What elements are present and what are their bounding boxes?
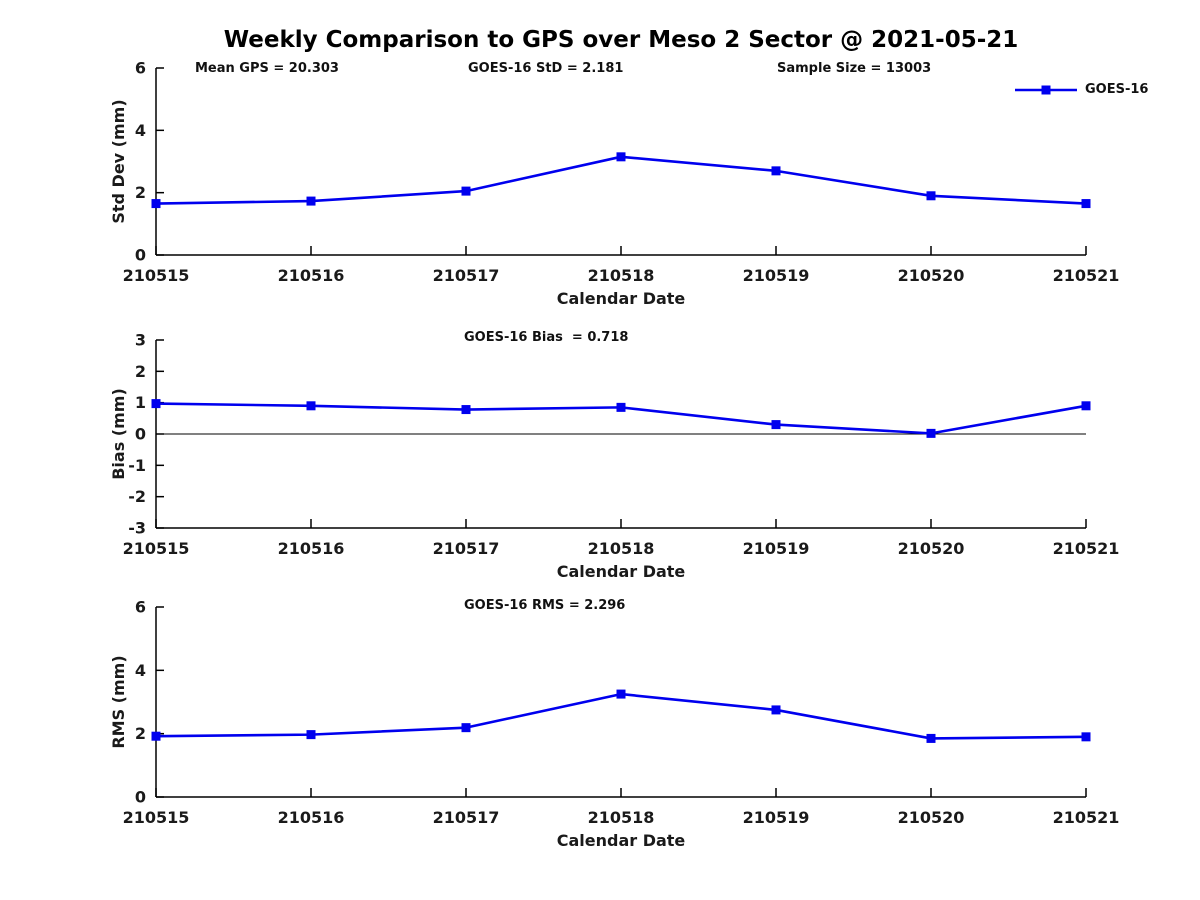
data-point-marker xyxy=(771,420,781,430)
figure-title: Weekly Comparison to GPS over Meso 2 Sec… xyxy=(223,27,1019,53)
data-line xyxy=(155,692,1087,740)
annotation-sample-size: Sample Size = 13003 xyxy=(777,61,932,76)
x-tick-label: 210516 xyxy=(278,539,345,558)
x-tick-label: 210520 xyxy=(898,808,965,827)
data-point-marker xyxy=(616,402,626,412)
data-point-marker xyxy=(306,401,316,411)
legend-swatch xyxy=(1015,85,1077,94)
y-tick-label: 4 xyxy=(135,661,146,680)
y-axis-title: RMS (mm) xyxy=(109,655,128,748)
annotation-goes16-bias: GOES-16 Bias = 0.718 xyxy=(464,330,629,345)
y-tick-label: 2 xyxy=(135,362,146,381)
y-tick-label: 6 xyxy=(135,59,146,78)
y-tick-label: 0 xyxy=(135,425,146,444)
y-tick-label: -3 xyxy=(128,519,146,538)
y-tick-label: 0 xyxy=(135,246,146,265)
data-line xyxy=(155,155,1087,205)
data-point-marker xyxy=(151,399,161,409)
y-tick-label: 4 xyxy=(135,121,146,140)
annotation-mean-gps: Mean GPS = 20.303 xyxy=(195,61,339,76)
data-point-marker xyxy=(771,166,781,176)
x-tick-label: 210519 xyxy=(743,266,810,285)
y-axis-title: Std Dev (mm) xyxy=(109,99,128,223)
x-axis-title: Calendar Date xyxy=(557,289,686,308)
x-tick-label: 210515 xyxy=(123,808,190,827)
x-tick-label: 210521 xyxy=(1053,808,1120,827)
data-point-marker xyxy=(771,705,781,715)
annotation-goes16-std: GOES-16 StD = 2.181 xyxy=(468,61,624,76)
data-point-marker xyxy=(926,191,936,201)
x-tick-label: 210517 xyxy=(433,266,500,285)
data-point-marker xyxy=(461,723,471,733)
x-tick-label: 210518 xyxy=(588,808,655,827)
annotation-goes16-rms: GOES-16 RMS = 2.296 xyxy=(464,598,626,613)
x-tick-label: 210520 xyxy=(898,266,965,285)
x-tick-label: 210519 xyxy=(743,808,810,827)
y-tick-label: 6 xyxy=(135,598,146,617)
data-point-marker xyxy=(306,730,316,740)
legend-label: GOES-16 xyxy=(1085,82,1149,97)
data-point-marker xyxy=(926,428,936,438)
y-tick-label: 3 xyxy=(135,331,146,350)
x-axis-title: Calendar Date xyxy=(557,562,686,581)
data-point-marker xyxy=(616,152,626,162)
data-point-marker xyxy=(1081,732,1091,742)
data-point-marker xyxy=(151,731,161,741)
x-tick-label: 210516 xyxy=(278,808,345,827)
x-tick-label: 210518 xyxy=(588,266,655,285)
x-tick-label: 210519 xyxy=(743,539,810,558)
data-point-marker xyxy=(306,196,316,206)
x-tick-label: 210515 xyxy=(123,266,190,285)
x-tick-label: 210518 xyxy=(588,539,655,558)
data-point-marker xyxy=(461,405,471,415)
x-tick-label: 210517 xyxy=(433,539,500,558)
y-tick-label: 2 xyxy=(135,724,146,743)
data-point-marker xyxy=(616,689,626,699)
x-tick-label: 210521 xyxy=(1053,539,1120,558)
y-tick-label: -1 xyxy=(128,456,146,475)
legend-marker xyxy=(1041,85,1051,94)
data-point-marker xyxy=(1081,401,1091,411)
y-tick-label: 0 xyxy=(135,788,146,807)
data-point-marker xyxy=(151,199,161,209)
x-tick-label: 210520 xyxy=(898,539,965,558)
x-tick-label: 210521 xyxy=(1053,266,1120,285)
y-tick-label: 1 xyxy=(135,393,146,412)
data-point-marker xyxy=(1081,199,1091,209)
legend: GOES-16 xyxy=(1014,82,1148,97)
x-axis-title: Calendar Date xyxy=(557,831,686,850)
x-tick-label: 210516 xyxy=(278,266,345,285)
y-tick-label: -2 xyxy=(128,487,146,506)
data-point-marker xyxy=(461,186,471,196)
x-tick-label: 210515 xyxy=(123,539,190,558)
y-tick-label: 2 xyxy=(135,183,146,202)
y-axis-title: Bias (mm) xyxy=(109,388,128,480)
x-tick-label: 210517 xyxy=(433,808,500,827)
data-point-marker xyxy=(926,733,936,743)
